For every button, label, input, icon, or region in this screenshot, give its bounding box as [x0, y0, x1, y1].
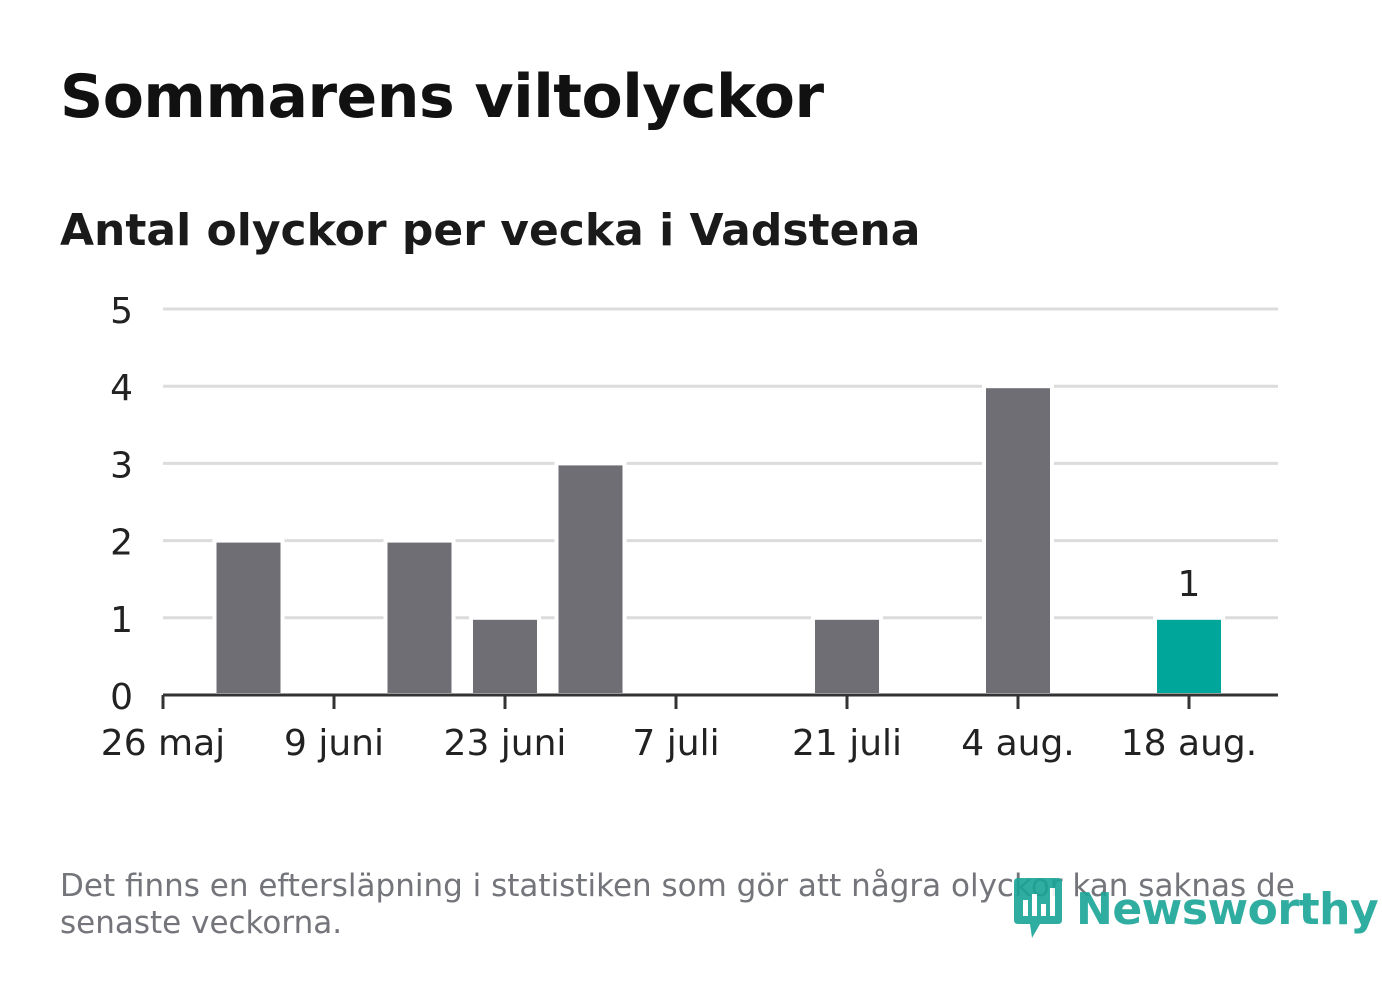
y-tick-label: 0: [110, 677, 133, 718]
bar: [383, 538, 456, 697]
x-tick-label: 26 maj: [101, 723, 225, 764]
chart-subtitle: Antal olyckor per vecka i Vadstena: [60, 205, 921, 256]
value-labels: 1: [1178, 564, 1201, 605]
bar: [212, 538, 285, 697]
x-axis: 26 maj 9 juni 23 juni 7 juli 21 juli 4 aug. 18…: [101, 693, 1278, 764]
bar: [811, 615, 883, 697]
y-tick-label: 2: [110, 523, 133, 564]
newsworthy-logo-text: Newsworthy: [1076, 883, 1379, 935]
y-tick-label: 5: [110, 291, 133, 332]
newsworthy-logo: Newsworthy: [1010, 876, 1379, 942]
x-tick-label: 18 aug.: [1121, 723, 1257, 764]
bar: [982, 384, 1054, 697]
bar: [554, 461, 627, 697]
bars: [212, 384, 1225, 697]
bar: [469, 615, 541, 697]
grid-lines: [163, 307, 1278, 620]
x-tick-label: 21 juli: [792, 723, 902, 764]
y-tick-label: 3: [110, 445, 133, 486]
footnote: Det finns en eftersläpning i statistiken…: [60, 868, 1295, 941]
bar-value-label: 1: [1178, 564, 1201, 605]
newsworthy-logo-icon: [1014, 878, 1062, 938]
y-tick-label: 1: [110, 600, 133, 641]
x-tick-label: 7 juli: [632, 723, 719, 764]
bar-highlight: [1153, 615, 1225, 697]
y-axis-labels: 0 1 2 3 4 5: [110, 291, 133, 718]
y-tick-label: 4: [110, 368, 133, 409]
x-tick-label: 23 juni: [444, 723, 567, 764]
x-tick-label: 9 juni: [284, 723, 384, 764]
chart-title: Sommarens viltolyckor: [60, 62, 824, 132]
x-tick-label: 4 aug.: [961, 723, 1075, 764]
